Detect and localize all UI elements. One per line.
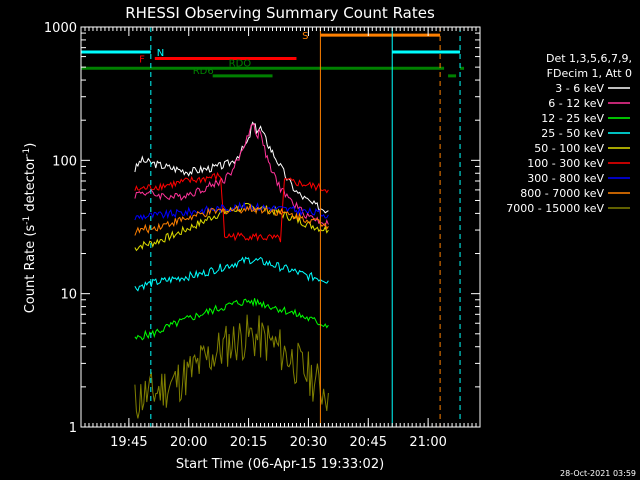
chart-title: RHESSI Observing Summary Count Rates [125, 4, 435, 22]
series-line-5 [134, 171, 329, 243]
legend-label-6: 300 - 800 keV [527, 172, 604, 185]
series-line-8 [134, 314, 329, 419]
y-tick-label-3: 1000 [44, 21, 77, 36]
legend-label-7: 800 - 7000 keV [520, 187, 604, 200]
y-tick-label-2: 100 [52, 154, 77, 169]
y-axis-label-end: ) [23, 143, 38, 148]
legend-label-5: 100 - 300 keV [527, 157, 604, 170]
x-tick-label-3: 20:30 [290, 435, 327, 450]
series-line-1 [134, 122, 329, 228]
series-line-7 [134, 203, 329, 236]
flag-bars: N S F RDO RD6 [81, 31, 465, 78]
series-line-3 [134, 256, 329, 292]
date-stamp: 28-Oct-2021 03:59 [560, 469, 636, 478]
legend-label-3: 25 - 50 keV [541, 127, 604, 140]
legend: Det 1,3,5,6,7,9, FDecim 1, Att 0 3 - 6 keV… [506, 52, 632, 215]
legend-label-4: 50 - 100 keV [534, 142, 604, 155]
y-tick-label-0: 1 [69, 421, 77, 436]
flag-label-n: N [157, 48, 164, 59]
x-tick-label-0: 19:45 [110, 435, 147, 450]
y-tick-label-1: 10 [60, 288, 77, 303]
x-tick-label-5: 21:00 [409, 435, 446, 450]
y-axis-label-post: detector [23, 156, 38, 216]
y-axis-label: Count Rate (s-1 detector-1) [22, 143, 38, 314]
y-axis-label-sup: -1 [22, 216, 32, 225]
series-group [134, 121, 329, 419]
axes: 1 10 100 1000 19:45 20:00 20:15 20:30 20:45 21:00 [44, 21, 481, 450]
x-axis-label: Start Time (06-Apr-15 19:33:02) [176, 457, 384, 472]
flag-label-rd6: RD6 [193, 66, 214, 77]
x-tick-label-1: 20:00 [170, 435, 207, 450]
legend-label-2: 12 - 25 keV [541, 112, 604, 125]
series-line-2 [134, 298, 329, 341]
flag-label-rdo: RDO [229, 58, 252, 69]
y-axis-label-pre: Count Rate (s [23, 225, 38, 314]
series-line-0 [134, 121, 329, 214]
x-tick-label-2: 20:15 [230, 435, 267, 450]
x-tick-label-4: 20:45 [350, 435, 387, 450]
legend-label-8: 7000 - 15000 keV [506, 202, 604, 215]
legend-header-1: FDecim 1, Att 0 [547, 67, 632, 80]
flag-label-s: S [302, 31, 308, 42]
legend-label-1: 6 - 12 keV [548, 97, 604, 110]
legend-label-0: 3 - 6 keV [555, 82, 604, 95]
legend-header-0: Det 1,3,5,6,7,9, [546, 52, 632, 65]
flag-label-f: F [139, 55, 145, 66]
y-axis-label-sup2: -1 [22, 148, 32, 157]
